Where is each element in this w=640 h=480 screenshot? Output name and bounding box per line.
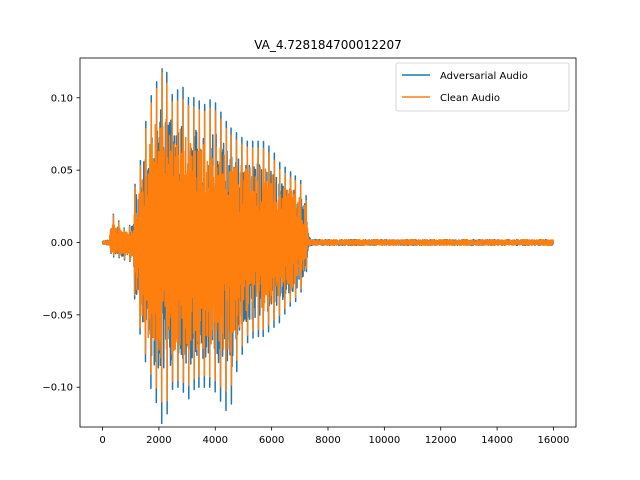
x-axis: 0 2000 4000 6000 8000 10000 12000 14000 16000 [99,427,569,446]
y-tick-label: 0.05 [51,166,73,177]
x-tick-label: 16000 [538,435,570,446]
legend: Adversarial Audio Clean Audio [395,62,570,112]
x-tick-label: 4000 [203,435,228,446]
x-tick-label: 0 [99,435,105,446]
x-tick-label: 8000 [315,435,340,446]
y-tick-label: 0.00 [51,238,73,249]
y-tick-label: 0.10 [51,93,73,104]
legend-label-clean: Clean Audio [440,93,500,104]
y-axis: −0.10 −0.05 0.00 0.05 0.10 [42,93,80,394]
y-tick-label: −0.10 [42,383,73,394]
series-layer [101,68,555,425]
y-tick-label: −0.05 [42,310,73,321]
x-tick-label: 12000 [425,435,457,446]
chart-title: VA_4.728184700012207 [254,38,402,52]
legend-box [395,62,570,112]
series-line-clean [101,71,555,403]
x-tick-label: 2000 [146,435,171,446]
x-tick-label: 6000 [259,435,284,446]
legend-label-adversarial: Adversarial Audio [440,71,528,82]
x-tick-label: 14000 [481,435,513,446]
x-tick-label: 10000 [368,435,400,446]
